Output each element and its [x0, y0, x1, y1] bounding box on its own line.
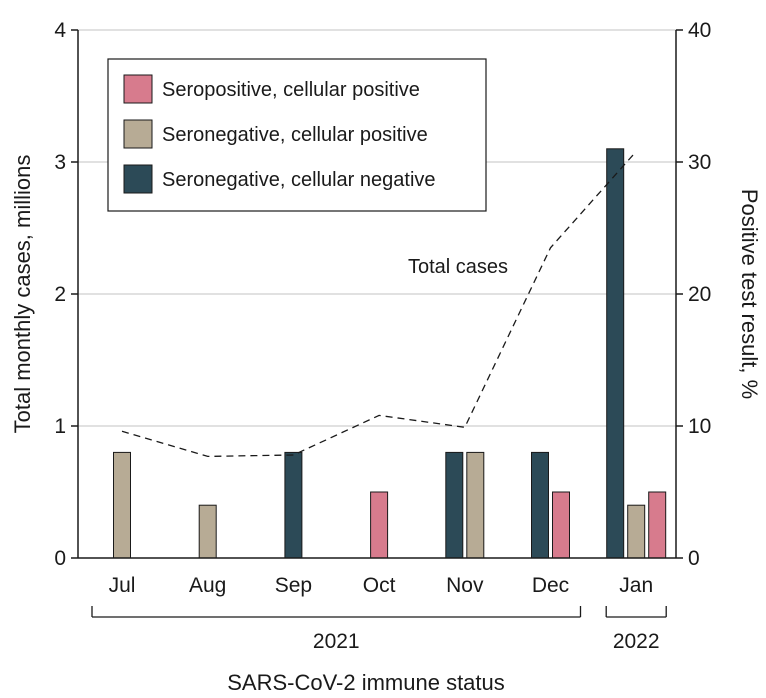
bar	[284, 451, 303, 559]
right-y-ticks: 0 10 20 30 40	[676, 19, 711, 570]
x-tick-label: Jan	[619, 574, 653, 597]
y-tick-label: 1	[54, 415, 66, 438]
y2-axis-title: Positive test result, %	[737, 189, 762, 399]
bar	[552, 491, 570, 559]
y2-tick-label: 20	[688, 283, 711, 306]
left-y-ticks: 0 1 2 3 4	[54, 19, 78, 570]
bar	[113, 451, 131, 559]
x-axis-title: SARS-CoV-2 immune status	[227, 670, 505, 695]
bar	[606, 148, 625, 559]
legend-swatch	[123, 74, 153, 104]
year-label: 2022	[613, 630, 660, 653]
x-tick-label: Sep	[275, 574, 312, 597]
y2-tick-label: 40	[688, 19, 711, 42]
y-tick-label: 0	[54, 547, 66, 570]
bar	[445, 451, 464, 559]
legend-label: Seronegative, cellular positive	[162, 124, 428, 146]
total-cases-label: Total cases	[408, 256, 508, 278]
x-tick-label: Jul	[109, 574, 136, 597]
y-tick-label: 2	[54, 283, 66, 306]
total-cases-line	[121, 150, 637, 458]
y2-tick-label: 0	[688, 547, 700, 570]
bar	[370, 491, 389, 559]
bar	[627, 504, 646, 559]
year-label: 2021	[313, 630, 360, 653]
y2-tick-label: 30	[688, 151, 711, 174]
y-tick-label: 4	[54, 19, 66, 42]
x-tick-label: Oct	[363, 574, 396, 597]
bar	[198, 504, 217, 559]
year-brackets: 2021 2022	[91, 606, 667, 653]
y-axis-title: Total monthly cases, millions	[10, 155, 35, 434]
legend-swatch	[123, 164, 153, 194]
y-tick-label: 3	[54, 151, 66, 174]
legend-box	[107, 58, 487, 212]
legend: Seropositive, cellular positive Seronegat…	[107, 58, 487, 212]
x-tick-labels: Jul Aug Sep Oct Nov Dec Jan	[109, 574, 654, 597]
legend-label: Seronegative, cellular negative	[162, 169, 436, 191]
total-cases-line-layer: Total cases	[121, 150, 637, 458]
legend-swatch	[123, 119, 153, 149]
bars	[113, 148, 667, 559]
y2-tick-label: 10	[688, 415, 711, 438]
legend-label: Seropositive, cellular positive	[162, 79, 420, 101]
bar	[466, 451, 485, 559]
x-tick-label: Dec	[532, 574, 569, 597]
x-tick-label: Nov	[446, 574, 484, 597]
bar	[531, 451, 549, 559]
bar	[648, 491, 667, 559]
x-tick-label: Aug	[189, 574, 226, 597]
